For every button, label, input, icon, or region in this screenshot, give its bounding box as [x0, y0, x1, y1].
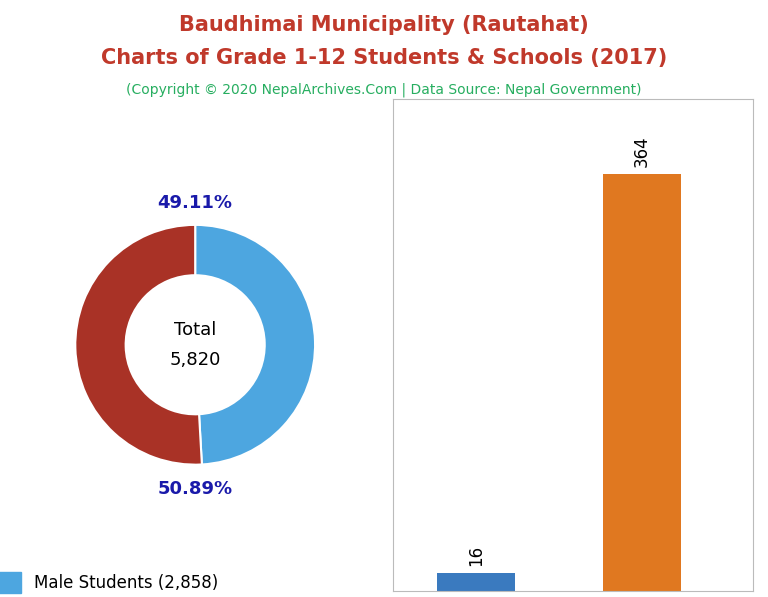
- Text: 50.89%: 50.89%: [157, 479, 233, 498]
- Text: Charts of Grade 1-12 Students & Schools (2017): Charts of Grade 1-12 Students & Schools …: [101, 48, 667, 68]
- Text: 49.11%: 49.11%: [157, 194, 233, 213]
- Text: 364: 364: [633, 136, 651, 167]
- Legend: Male Students (2,858), Female Students (2,962): Male Students (2,858), Female Students (…: [0, 564, 248, 597]
- Text: Baudhimai Municipality (Rautahat): Baudhimai Municipality (Rautahat): [179, 15, 589, 35]
- Wedge shape: [75, 225, 202, 464]
- Bar: [437, 573, 515, 591]
- Text: 5,820: 5,820: [170, 352, 221, 370]
- Wedge shape: [195, 225, 315, 464]
- Text: (Copyright © 2020 NepalArchives.Com | Data Source: Nepal Government): (Copyright © 2020 NepalArchives.Com | Da…: [126, 82, 642, 97]
- Text: 16: 16: [467, 544, 485, 566]
- Text: Total: Total: [174, 321, 217, 339]
- Bar: [603, 174, 680, 591]
